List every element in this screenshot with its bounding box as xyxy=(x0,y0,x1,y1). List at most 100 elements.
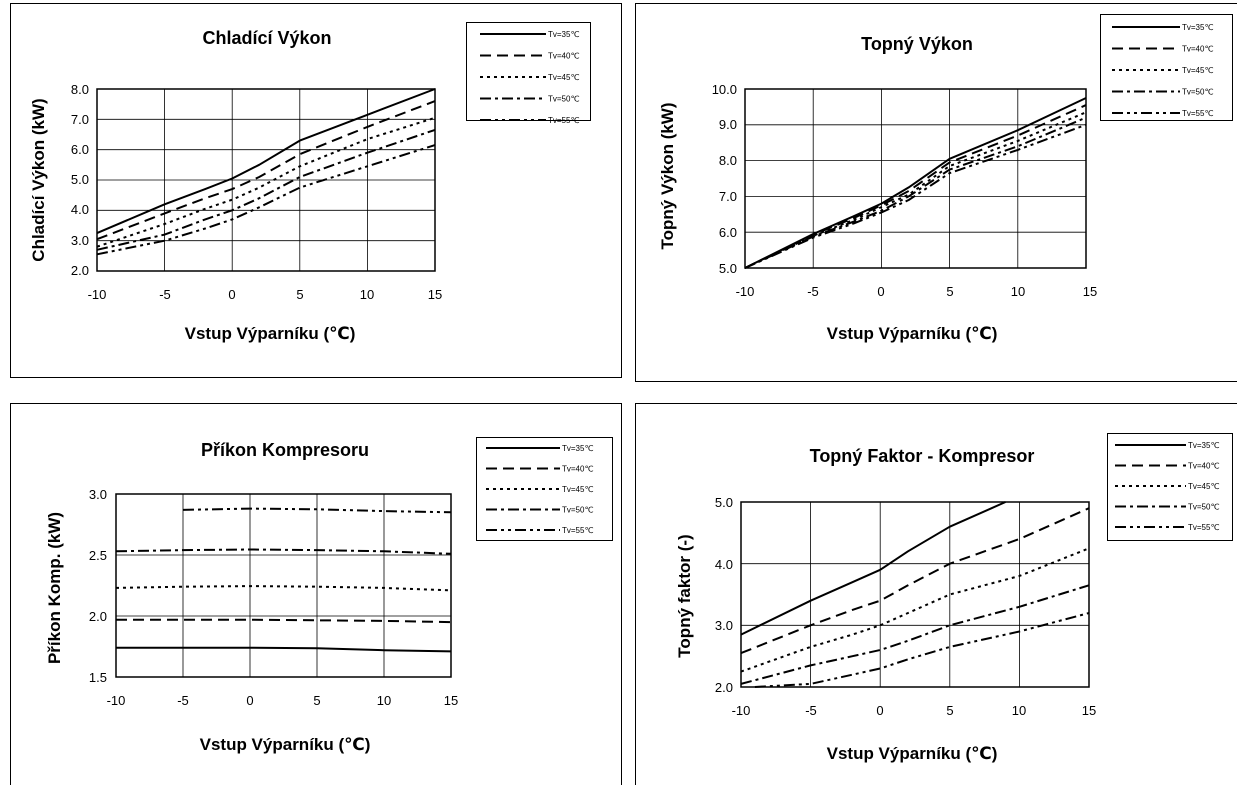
y-tick-label: 4.0 xyxy=(71,202,89,217)
y-axis-label: Příkon Komp. (kW) xyxy=(45,512,64,664)
x-tick-label: 0 xyxy=(877,284,884,299)
y-tick-label: 8.0 xyxy=(719,153,737,168)
chart-frame xyxy=(635,403,1237,785)
legend: Tv=35℃ Tv=40℃ Tv=45℃ Tv=50℃ Tv=55℃ xyxy=(466,22,591,125)
y-tick-label: 2.0 xyxy=(715,680,733,695)
legend: Tv=35℃ Tv=40℃ Tv=45℃ Tv=50℃ Tv=55℃ xyxy=(476,437,613,541)
x-tick-label: -10 xyxy=(736,284,755,299)
y-tick-label: 5.0 xyxy=(71,172,89,187)
legend-label: Tv=40℃ xyxy=(1188,462,1219,471)
legend-label: Tv=55℃ xyxy=(548,116,579,125)
plot-area xyxy=(744,88,1087,269)
series-line xyxy=(96,128,436,251)
y-tick-label: 3.0 xyxy=(71,233,89,248)
series-line xyxy=(744,104,1087,269)
x-tick-labels: -10 -5 0 5 10 15 xyxy=(736,284,1098,299)
x-tick-label: 5 xyxy=(296,287,303,302)
chart-topny-vykon: Topný Výkon 5.0 6.0 7.0 8.0 9.0 10.0 -10… xyxy=(658,14,1233,343)
y-tick-label: 2.0 xyxy=(89,609,107,624)
series-line xyxy=(744,116,1087,269)
series-line xyxy=(740,584,1090,685)
y-tick-labels: 1.5 2.0 2.5 3.0 xyxy=(89,487,107,685)
x-tick-label: 15 xyxy=(428,287,442,302)
series-lines xyxy=(744,97,1087,269)
x-tick-label: 15 xyxy=(1082,703,1096,718)
chart-title: Topný Výkon xyxy=(861,34,973,54)
series-line xyxy=(740,507,1090,655)
y-tick-labels: 2.0 3.0 4.0 5.0 xyxy=(715,495,733,695)
series-line xyxy=(116,618,452,624)
x-tick-labels: -10 -5 0 5 10 15 xyxy=(107,693,459,708)
series-line xyxy=(96,88,436,235)
y-tick-label: 9.0 xyxy=(719,117,737,132)
legend-label: Tv=45℃ xyxy=(1188,482,1219,491)
legend-box xyxy=(466,22,591,121)
legend-label: Tv=35℃ xyxy=(1182,23,1213,32)
chart-frame xyxy=(635,3,1237,382)
grid xyxy=(745,89,1086,268)
y-tick-label: 2.0 xyxy=(71,263,89,278)
legend-label: Tv=35℃ xyxy=(1188,441,1219,450)
y-tick-label: 5.0 xyxy=(719,261,737,276)
x-tick-label: -10 xyxy=(107,693,126,708)
y-tick-label: 4.0 xyxy=(715,557,733,572)
x-tick-label: 10 xyxy=(1012,703,1026,718)
y-tick-label: 5.0 xyxy=(715,495,733,510)
series-line xyxy=(744,97,1087,269)
x-axis-label: Vstup Výparníku (℃) xyxy=(185,324,356,343)
legend-label: Tv=55℃ xyxy=(562,526,593,535)
legend-label: Tv=40℃ xyxy=(548,52,579,61)
y-tick-label: 3.0 xyxy=(715,618,733,633)
x-axis-label: Vstup Výparníku (℃) xyxy=(827,744,998,763)
x-tick-label: -5 xyxy=(159,287,171,302)
series-lines xyxy=(96,88,436,256)
series-line xyxy=(754,612,1090,688)
legend-box xyxy=(1107,433,1233,541)
legend-label: Tv=45℃ xyxy=(1182,66,1213,75)
chart-title: Příkon Kompresoru xyxy=(201,440,369,460)
y-tick-label: 8.0 xyxy=(71,82,89,97)
y-tick-label: 6.0 xyxy=(71,142,89,157)
series-line xyxy=(182,507,452,514)
x-tick-label: -10 xyxy=(88,287,107,302)
y-tick-label: 10.0 xyxy=(712,82,737,97)
series-line xyxy=(115,585,452,592)
grid xyxy=(741,502,1089,687)
y-tick-label: 3.0 xyxy=(89,487,107,502)
x-tick-label: 5 xyxy=(313,693,320,708)
x-axis-label: Vstup Výparníku (℃) xyxy=(200,735,371,754)
plot-area xyxy=(740,501,1090,688)
legend-label: Tv=40℃ xyxy=(562,465,593,474)
x-tick-label: 10 xyxy=(1011,284,1025,299)
x-tick-label: -5 xyxy=(807,284,819,299)
legend-label: Tv=45℃ xyxy=(548,73,579,82)
series-line xyxy=(744,123,1087,269)
x-tick-label: 10 xyxy=(360,287,374,302)
series-line xyxy=(744,111,1087,269)
chart-title: Topný Faktor - Kompresor xyxy=(810,446,1035,466)
x-tick-label: 10 xyxy=(377,693,391,708)
chart-prikon-kompresoru: Příkon Kompresoru 1.5 2.0 2.5 3.0 -10 -5… xyxy=(45,437,613,754)
y-axis-label: Chladící Výkon (kW) xyxy=(29,98,48,261)
series-lines xyxy=(115,507,452,653)
y-axis-label: Topný faktor (-) xyxy=(675,534,694,657)
x-tick-label: 15 xyxy=(444,693,458,708)
y-tick-labels: 2.0 3.0 4.0 5.0 6.0 7.0 8.0 xyxy=(71,82,89,278)
x-tick-label: -5 xyxy=(177,693,189,708)
x-tick-label: -5 xyxy=(805,703,817,718)
chart-frame xyxy=(10,3,622,378)
y-axis-label: Topný Výkon (kW) xyxy=(658,102,677,249)
chart-topny-faktor: Topný Faktor - Kompresor 2.0 3.0 4.0 5.0… xyxy=(675,433,1233,763)
x-tick-label: 0 xyxy=(246,693,253,708)
x-tick-label: 5 xyxy=(946,284,953,299)
series-line xyxy=(740,501,1006,636)
x-tick-label: 0 xyxy=(228,287,235,302)
series-lines xyxy=(740,501,1090,688)
series-line xyxy=(96,144,436,256)
legend-box xyxy=(1100,14,1233,121)
y-tick-label: 7.0 xyxy=(719,189,737,204)
x-tick-label: 0 xyxy=(876,703,883,718)
legend: Tv=35℃ Tv=40℃ Tv=45℃ Tv=50℃ Tv=55℃ xyxy=(1100,14,1233,121)
legend-label: Tv=55℃ xyxy=(1188,523,1219,532)
